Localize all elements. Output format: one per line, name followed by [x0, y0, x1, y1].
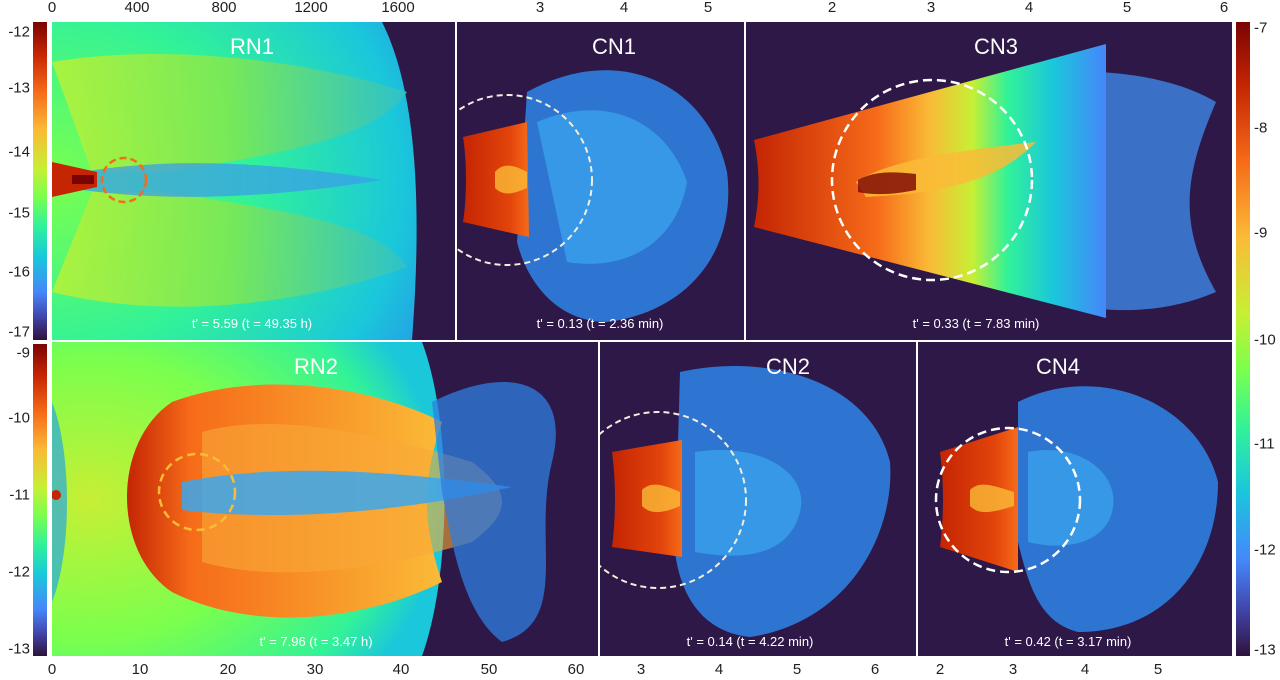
tick-label: 0 — [47, 0, 57, 16]
colorbar-tick-label: -13 — [8, 640, 30, 658]
colorbar-tick-label: -9 — [1254, 224, 1268, 242]
tick-label: 30 — [306, 661, 324, 678]
tick-label: 400 — [124, 0, 150, 16]
tick-label: 40 — [392, 661, 410, 678]
panel-label: CN4 — [1035, 354, 1081, 379]
tick-label: 10 — [131, 661, 149, 678]
tick-label: 5 — [703, 0, 713, 16]
colorbar-tick-label: -7 — [1254, 19, 1268, 37]
tick-label: 3 — [535, 0, 545, 16]
tick-label: 1600 — [381, 0, 415, 16]
colorbar-tick-label: -15 — [8, 204, 30, 222]
left-colorbar-top — [33, 22, 47, 340]
tick-label: 4 — [1024, 0, 1034, 16]
cn1-simulation-image — [457, 70, 729, 322]
colorbar-tick-label: -8 — [1254, 119, 1268, 137]
tick-label: 5 — [792, 661, 802, 678]
colorbar-tick-label: -14 — [8, 143, 30, 161]
tick-label: 50 — [480, 661, 498, 678]
colorbar-tick-label: -13 — [8, 79, 30, 97]
tick-label: 60 — [567, 661, 585, 678]
tick-label: 5 — [1153, 661, 1163, 678]
panel-time: t' = 0.42 (t = 3.17 min) — [1004, 634, 1132, 649]
tick-label: 3 — [636, 661, 646, 678]
panel-label: RN1 — [229, 34, 275, 59]
panel-label: CN3 — [973, 34, 1019, 59]
rn2-simulation-image — [52, 342, 556, 656]
left-colorbar-bottom — [33, 344, 47, 656]
colorbar-tick-label: -9 — [16, 344, 30, 362]
cn4-simulation-image — [934, 386, 1218, 632]
panel-label: CN2 — [765, 354, 811, 379]
tick-label: 2 — [935, 661, 945, 678]
colorbar-tick-label: -17 — [8, 323, 30, 341]
tick-label: 6 — [870, 661, 880, 678]
panel-cn4: CN4 t' = 0.42 (t = 3.17 min) — [918, 342, 1232, 656]
tick-label: 0 — [47, 661, 57, 678]
colorbar-tick-label: -16 — [8, 263, 30, 281]
panel-label: RN2 — [293, 354, 339, 379]
tick-label: 5 — [1122, 0, 1132, 16]
tick-label: 6 — [1219, 0, 1229, 16]
panel-time: t' = 7.96 (t = 3.47 h) — [259, 634, 373, 649]
tick-label: 1200 — [294, 0, 328, 16]
right-colorbar — [1236, 22, 1250, 656]
tick-label: 20 — [219, 661, 237, 678]
tick-label: 3 — [926, 0, 936, 16]
panel-time: t' = 0.33 (t = 7.83 min) — [912, 316, 1040, 331]
colorbar-tick-label: -10 — [1254, 331, 1276, 349]
colorbar-tick-label: -12 — [8, 563, 30, 581]
panel-rn2: RN2 t' = 7.96 (t = 3.47 h) — [52, 342, 598, 656]
panel-time: t' = 5.59 (t = 49.35 h) — [191, 316, 313, 331]
colorbar-tick-label: -12 — [1254, 541, 1276, 559]
colorbar-tick-label: -11 — [1254, 435, 1275, 453]
colorbar-tick-label: -13 — [1254, 641, 1276, 659]
cn3-simulation-image — [754, 44, 1216, 318]
tick-label: 4 — [714, 661, 724, 678]
tick-label: 3 — [1008, 661, 1018, 678]
panel-cn3: CN3 t' = 0.33 (t = 7.83 min) — [746, 22, 1232, 340]
panel-time: t' = 0.14 (t = 4.22 min) — [686, 634, 814, 649]
tick-label: 2 — [827, 0, 837, 16]
colorbar-tick-label: -12 — [8, 23, 30, 41]
colorbar-tick-label: -10 — [8, 409, 30, 427]
panel-rn1: RN1 t' = 5.59 (t = 49.35 h) — [52, 22, 455, 340]
cn2-simulation-image — [600, 366, 891, 637]
panel-cn2: CN2 t' = 0.14 (t = 4.22 min) — [600, 342, 916, 656]
rn1-simulation-image — [52, 22, 417, 340]
tick-label: 4 — [619, 0, 629, 16]
panel-time: t' = 0.13 (t = 2.36 min) — [536, 316, 664, 331]
colorbar-tick-label: -11 — [9, 486, 30, 504]
tick-label: 800 — [211, 0, 237, 16]
panel-cn1: CN1 t' = 0.13 (t = 2.36 min) — [457, 22, 744, 340]
tick-label: 4 — [1080, 661, 1090, 678]
panel-label: CN1 — [591, 34, 637, 59]
